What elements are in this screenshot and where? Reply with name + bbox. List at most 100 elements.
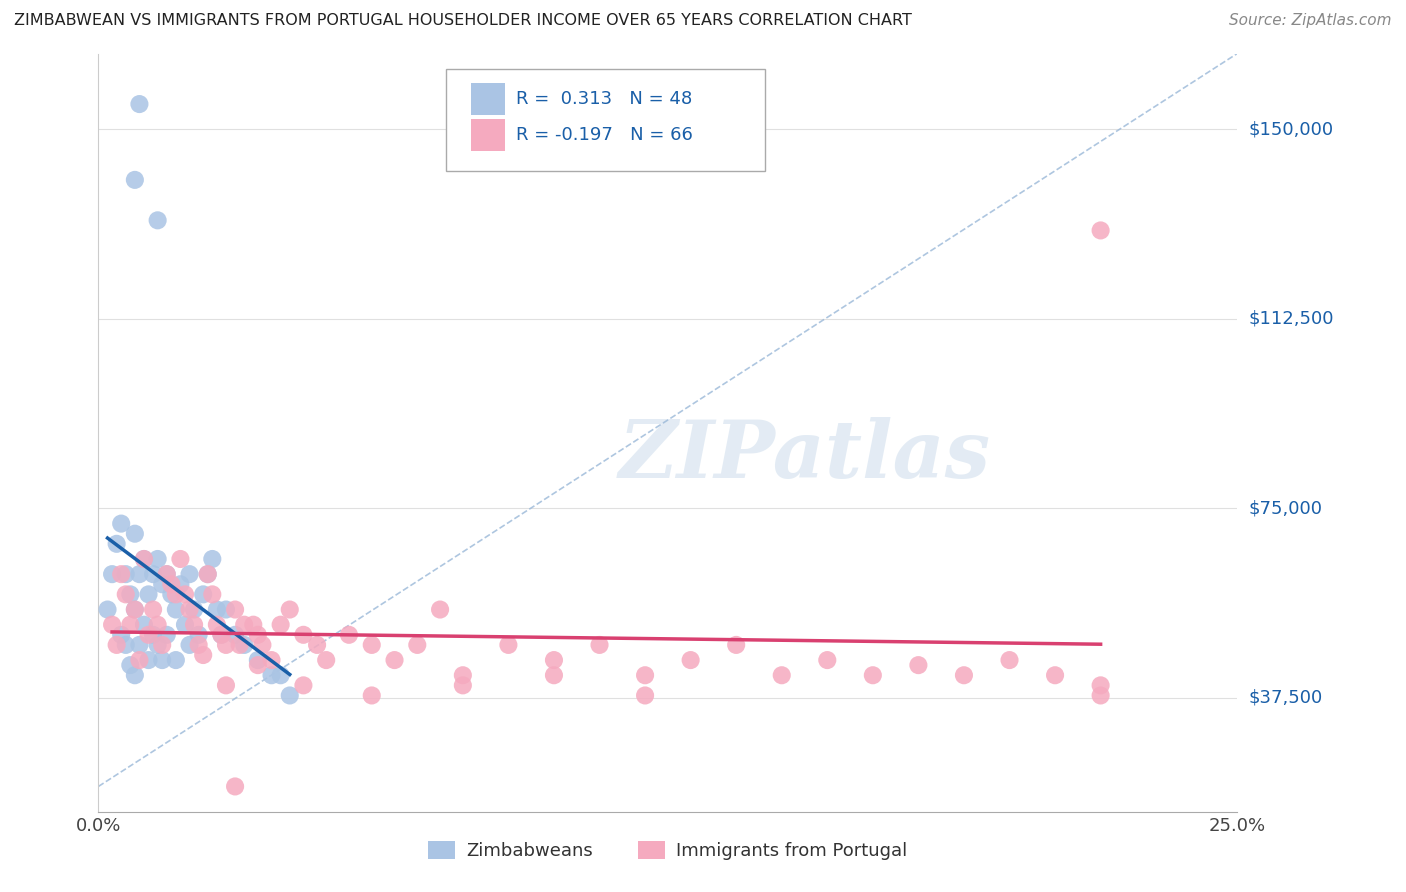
Point bbox=[165, 587, 187, 601]
Text: ZIMBABWEAN VS IMMIGRANTS FROM PORTUGAL HOUSEHOLDER INCOME OVER 65 YEARS CORRELAT: ZIMBABWEAN VS IMMIGRANTS FROM PORTUGAL H… bbox=[14, 13, 912, 29]
Point bbox=[183, 617, 205, 632]
Point bbox=[292, 628, 315, 642]
Point bbox=[142, 628, 165, 642]
Point bbox=[315, 653, 337, 667]
Point bbox=[907, 658, 929, 673]
Point bbox=[998, 653, 1021, 667]
Point bbox=[187, 628, 209, 642]
Point bbox=[429, 602, 451, 616]
FancyBboxPatch shape bbox=[446, 69, 765, 171]
Point bbox=[953, 668, 976, 682]
Point bbox=[770, 668, 793, 682]
Point bbox=[246, 653, 269, 667]
Point bbox=[160, 577, 183, 591]
Point bbox=[209, 628, 232, 642]
Point bbox=[193, 587, 215, 601]
Point bbox=[1090, 689, 1112, 703]
Point bbox=[224, 602, 246, 616]
Text: R =  0.313   N = 48: R = 0.313 N = 48 bbox=[516, 90, 693, 108]
Point bbox=[156, 567, 179, 582]
Point bbox=[128, 638, 150, 652]
Point bbox=[634, 668, 657, 682]
Point bbox=[1090, 223, 1112, 237]
Point bbox=[260, 653, 283, 667]
Point bbox=[101, 567, 124, 582]
Text: ZIPatlas: ZIPatlas bbox=[619, 417, 991, 494]
Point bbox=[360, 689, 382, 703]
Point bbox=[160, 587, 183, 601]
Point bbox=[146, 213, 169, 227]
Point bbox=[110, 516, 132, 531]
Point bbox=[224, 780, 246, 794]
FancyBboxPatch shape bbox=[471, 120, 505, 152]
Point bbox=[193, 648, 215, 662]
Point bbox=[242, 617, 264, 632]
Point bbox=[543, 653, 565, 667]
Point bbox=[215, 638, 238, 652]
Point bbox=[634, 689, 657, 703]
Point bbox=[215, 602, 238, 616]
Text: $150,000: $150,000 bbox=[1249, 120, 1333, 138]
Point bbox=[406, 638, 429, 652]
Point bbox=[451, 668, 474, 682]
Point bbox=[260, 668, 283, 682]
Point bbox=[138, 628, 160, 642]
Point bbox=[233, 638, 256, 652]
Point bbox=[179, 602, 201, 616]
Point bbox=[179, 567, 201, 582]
Point bbox=[124, 526, 146, 541]
Point bbox=[543, 668, 565, 682]
Legend: Zimbabweans, Immigrants from Portugal: Zimbabweans, Immigrants from Portugal bbox=[422, 833, 914, 867]
Text: $75,000: $75,000 bbox=[1249, 500, 1323, 517]
Point bbox=[105, 638, 128, 652]
Point bbox=[228, 638, 250, 652]
Point bbox=[201, 552, 224, 566]
Point bbox=[292, 678, 315, 692]
Point bbox=[197, 567, 219, 582]
Point bbox=[174, 617, 197, 632]
Point bbox=[209, 628, 232, 642]
Point bbox=[307, 638, 329, 652]
Point bbox=[246, 628, 269, 642]
Point bbox=[384, 653, 406, 667]
Point bbox=[124, 173, 146, 187]
Point bbox=[120, 587, 142, 601]
Point bbox=[124, 602, 146, 616]
Point bbox=[1090, 678, 1112, 692]
Point bbox=[187, 638, 209, 652]
Point bbox=[146, 638, 169, 652]
Point bbox=[246, 658, 269, 673]
Point bbox=[146, 552, 169, 566]
Point bbox=[337, 628, 360, 642]
Point bbox=[451, 678, 474, 692]
Text: $37,500: $37,500 bbox=[1249, 689, 1323, 707]
Point bbox=[179, 638, 201, 652]
Point bbox=[270, 668, 292, 682]
Point bbox=[142, 602, 165, 616]
Point bbox=[128, 653, 150, 667]
Point bbox=[120, 617, 142, 632]
Point bbox=[201, 587, 224, 601]
Point bbox=[165, 653, 187, 667]
Point bbox=[132, 552, 155, 566]
Point bbox=[110, 628, 132, 642]
Point bbox=[110, 567, 132, 582]
Point bbox=[128, 567, 150, 582]
Point bbox=[725, 638, 748, 652]
Point bbox=[128, 97, 150, 112]
Point bbox=[169, 577, 191, 591]
Point bbox=[101, 617, 124, 632]
Text: $112,500: $112,500 bbox=[1249, 310, 1334, 328]
Point bbox=[156, 628, 179, 642]
Point bbox=[233, 617, 256, 632]
Point bbox=[114, 567, 136, 582]
Point bbox=[224, 628, 246, 642]
Point bbox=[215, 678, 238, 692]
Point bbox=[679, 653, 702, 667]
Point bbox=[146, 617, 169, 632]
FancyBboxPatch shape bbox=[471, 83, 505, 115]
Point bbox=[360, 638, 382, 652]
Point bbox=[183, 602, 205, 616]
Point bbox=[138, 653, 160, 667]
Point bbox=[114, 638, 136, 652]
